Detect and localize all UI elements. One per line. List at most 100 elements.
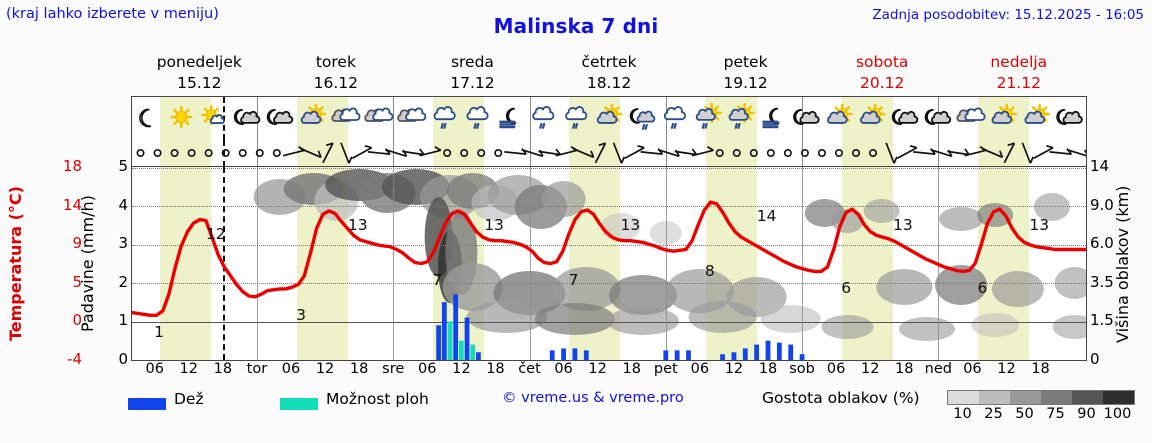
wind-barb [170, 149, 179, 158]
wind-barb [238, 149, 247, 158]
gridline [132, 283, 1086, 285]
cloud-density-scale [947, 390, 1135, 405]
last-update-text: Zadnja posodobitev: 15.12.2025 - 16:05 [872, 7, 1144, 23]
time-axis-label: sre [382, 361, 405, 377]
day-name: sreda [450, 53, 494, 71]
weather-icon-sun-cloud-rain [695, 102, 722, 129]
daylight-band [432, 140, 485, 167]
wind-barb-strip [132, 140, 1086, 167]
day-date: 20.12 [859, 74, 905, 92]
wind-barb [1003, 142, 1016, 164]
day-separator [802, 167, 804, 360]
cloud-density-tick-label: 25 [984, 406, 1003, 422]
day-header-row: ponedeljek 15.12 torek 16.12 sreda 17.12… [131, 52, 1087, 96]
cloud-cover-field [253, 169, 1086, 341]
cloud-density-swatch [1103, 391, 1134, 404]
day-date: 21.12 [996, 74, 1041, 92]
time-axis-label: 12 [997, 361, 1016, 377]
weather-icon-cloud [956, 107, 986, 122]
axis-tick-label: 6.0 [1090, 234, 1114, 253]
wind-barb [1033, 144, 1054, 160]
temperature-value-label: 13 [620, 215, 641, 234]
time-axis-label: 06 [418, 361, 437, 377]
cloud-density-swatch [1072, 391, 1103, 404]
wind-barb [691, 145, 714, 157]
day-separator [529, 167, 531, 360]
weather-icon-moon-cloud [266, 108, 294, 125]
cloud-density-swatch [979, 391, 1010, 404]
daylight-band [569, 140, 621, 167]
day-separator [256, 167, 258, 360]
time-axis-label: 18 [622, 361, 641, 377]
day-header-fri: petek 19.12 [677, 52, 814, 96]
rain-legend-label: Dež [174, 390, 204, 408]
wind-barb [817, 149, 826, 158]
weather-icon-cloud [364, 107, 394, 122]
time-axis-label: 06 [963, 361, 982, 377]
temperature-value-label: 3 [296, 305, 306, 324]
wind-barb [136, 149, 145, 158]
cloud-density-tick-label: 50 [1015, 406, 1034, 422]
axis-tick-label: 2 [118, 272, 128, 291]
day-date: 16.12 [313, 74, 359, 92]
day-header-mon: ponedeljek 15.12 [131, 52, 268, 96]
weather-icon-strip [132, 97, 1086, 140]
axis-tick-label: 9 [72, 234, 82, 253]
copyright-link[interactable]: © vreme.us & vreme.pro [502, 390, 684, 406]
day-date: 15.12 [177, 74, 222, 92]
wind-barb [981, 147, 1004, 159]
weather-icon-cloud-rain [663, 106, 686, 129]
wind-barb [869, 149, 878, 158]
temperature-value-label: 7 [568, 270, 579, 289]
temperature-value-label: 8 [704, 261, 715, 280]
wind-barb [204, 149, 213, 158]
temperature-curve [132, 200, 1086, 317]
time-axis-label: 12 [860, 361, 880, 377]
day-date: 18.12 [586, 74, 632, 92]
wind-barb [715, 149, 724, 158]
time-axis-label: pet [653, 361, 678, 377]
wind-barb [612, 142, 626, 164]
weather-icon-sun [170, 105, 193, 129]
wind-barb [538, 148, 561, 156]
day-name: petek [723, 53, 768, 71]
axis-tick-label: 1.5 [1090, 311, 1114, 330]
time-axis-label: 18 [1031, 361, 1050, 377]
gridline [132, 206, 1086, 208]
weather-icon-moon-cloud [793, 108, 820, 125]
page-title: Malinska 7 dni [493, 14, 659, 38]
weather-icon-moon-cloud [1056, 108, 1083, 125]
cloud-density-tick-label: 90 [1077, 406, 1096, 422]
time-axis-label: 06 [281, 361, 301, 377]
day-separator [938, 140, 940, 167]
axis-tick-label: 1 [118, 311, 128, 330]
day-separator [665, 167, 667, 360]
wind-barb [885, 142, 898, 164]
wind-barb [1021, 142, 1034, 164]
weather-icon-sun-cloud [860, 103, 886, 125]
day-name: četrtek [581, 53, 637, 71]
axis-tick-label: 4 [118, 195, 128, 214]
cloud-density-swatch [948, 391, 979, 404]
day-separator [393, 140, 395, 167]
weather-icon-sun-cloud [991, 103, 1018, 125]
gridline [132, 321, 1086, 323]
temperature-value-label: 13 [347, 215, 368, 234]
chart-legend: Dež Možnost ploh [0, 386, 1152, 426]
wind-barb [572, 147, 595, 159]
wind-barb [460, 149, 469, 158]
wind-barb [187, 149, 196, 158]
time-axis-label: 12 [315, 361, 335, 377]
time-axis-label: 12 [452, 361, 471, 377]
day-header-tue: torek 16.12 [268, 52, 405, 96]
cloud-density-swatch [1010, 391, 1041, 404]
wind-barb [852, 149, 861, 158]
cloud-density-tick-label: 10 [953, 406, 972, 422]
time-axis-label: 18 [349, 361, 369, 377]
wind-barb [255, 149, 264, 158]
time-axis-label: 18 [895, 361, 914, 377]
current-time-marker [222, 140, 225, 167]
temperature-value-label: 6 [841, 279, 852, 298]
weather-icon-sun-cloud [1024, 103, 1051, 125]
